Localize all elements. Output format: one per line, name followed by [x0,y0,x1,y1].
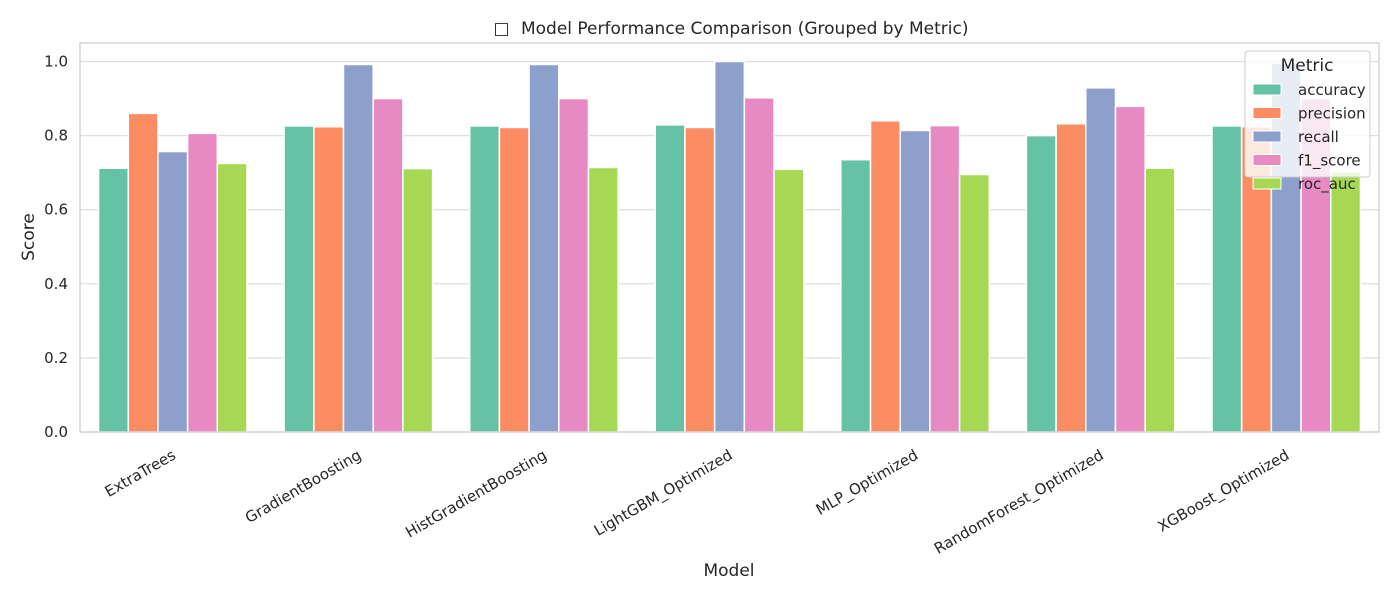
legend-label-roc_auc: roc_auc [1298,175,1356,194]
x-tick-label: LightGBM_Optimized [591,446,736,541]
bar-precision [313,125,345,433]
bar-roc_auc [773,168,805,433]
y-tick-label: 0.2 [44,349,68,367]
legend-label-f1_score: f1_score [1298,152,1361,171]
x-tick-label: HistGradientBoosting [402,446,550,542]
bar-precision [498,126,530,433]
bar-accuracy [97,167,129,433]
bar-accuracy [1211,125,1243,433]
legend-label-recall: recall [1298,128,1339,146]
y-tick-label: 0.0 [44,423,68,441]
legend-label-precision: precision [1298,105,1366,123]
bar-recall [342,63,374,433]
y-tick-label: 0.8 [44,127,68,145]
x-tick-label: RandomForest_Optimized [931,446,1107,559]
bar-recall [157,150,189,433]
x-tick-label: MLP_Optimized [813,446,922,520]
bar-recall [713,60,746,433]
x-axis-title: Model [703,561,754,581]
legend-frame [1244,50,1371,178]
bar-recall [899,129,931,433]
bar-accuracy [283,125,315,433]
x-tick-label: GradientBoosting [242,446,364,527]
legend-swatch-recall [1252,130,1282,143]
bar-f1_score [1114,105,1146,433]
bar-precision [1055,123,1087,433]
x-tick-label: ExtraTrees [102,446,179,501]
bar-roc_auc [402,167,434,433]
plot-frame [79,42,1380,433]
bar-f1_score [186,132,219,433]
legend: Metric accuracy precision recall f1_scorero… [1244,50,1371,194]
x-tick-label: XGBoost_Optimized [1155,446,1293,537]
bar-accuracy [1025,134,1057,433]
y-tick-label: 1.0 [44,53,68,71]
chart-title-text: Model Performance Comparison (Grouped by… [521,19,969,39]
bar-f1_score [929,124,961,433]
legend-swatch-f1_score [1252,154,1282,166]
legend-label-accuracy: accuracy [1298,81,1366,99]
y-tick-labels: 0.0 0.2 0.4 0.6 0.8 1.0 [44,53,68,441]
bar-roc_auc [1144,167,1176,433]
bar-roc_auc [216,162,248,433]
bar-roc_auc [958,173,991,433]
legend-swatch-roc_auc [1252,177,1282,190]
legend-swatch-accuracy [1252,83,1282,96]
bar-accuracy [654,124,686,433]
bar-recall [528,63,560,433]
bar-f1_score [743,97,775,433]
legend-items: accuracy precision recall f1_score roc_auc [1252,81,1366,194]
bar-f1_score [372,97,404,433]
bar-precision [869,120,901,433]
legend-title: Metric [1281,56,1334,76]
y-tick-label: 0.4 [44,275,68,293]
bars-layer [97,60,1362,433]
bar-f1_score [558,97,590,433]
bar-roc_auc [1330,171,1362,433]
bar-recall [1085,87,1117,433]
y-tick-label: 0.6 [44,201,68,219]
bar-precision [684,126,716,433]
x-tick-labels: ExtraTrees GradientBoosting HistGradientBo… [102,446,1293,559]
legend-swatch-precision [1252,107,1282,119]
bar-roc_auc [587,166,619,433]
bar-precision [127,112,159,433]
bar-accuracy [468,125,501,433]
chart-title: □ Model Performance Comparison (Grouped … [493,19,968,39]
chart-emoji-icon: □ [493,19,509,39]
bar-accuracy [840,158,872,433]
y-axis-title: Score [19,213,39,261]
